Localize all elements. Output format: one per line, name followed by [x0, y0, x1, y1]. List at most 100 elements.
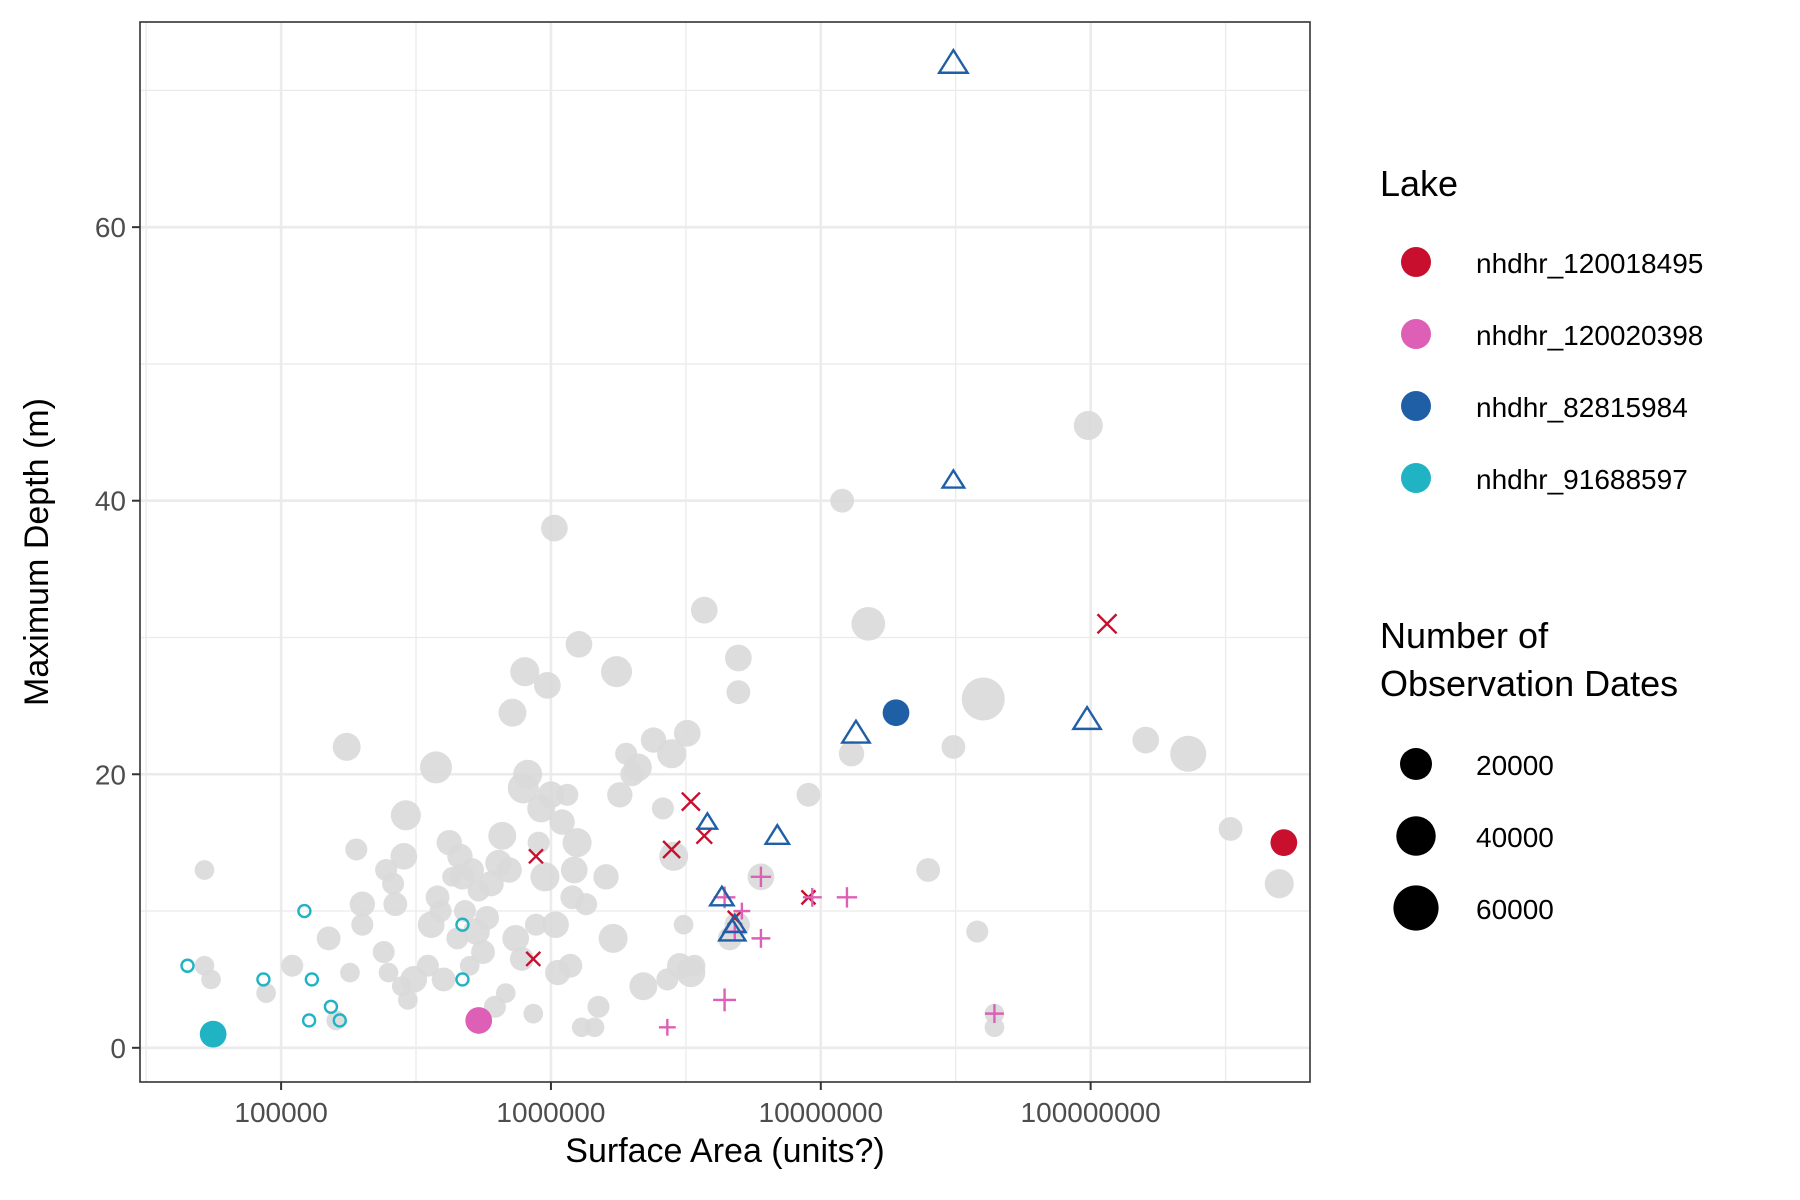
background-lake-point: [194, 860, 215, 880]
background-lake-point: [838, 741, 865, 767]
background-lake-point: [527, 831, 550, 854]
background-lake-point: [575, 893, 598, 916]
background-lake-point: [1132, 726, 1160, 754]
background-lake-point: [607, 782, 633, 808]
background-lake-point: [332, 732, 361, 761]
background-lake-point: [598, 923, 628, 953]
background-lake-point: [1264, 869, 1294, 899]
background-lake-point: [502, 925, 530, 952]
background-lake-point: [488, 821, 517, 850]
background-lake-point: [475, 905, 500, 930]
lake-point-circle: [323, 999, 339, 1014]
background-lake-point: [378, 962, 399, 983]
lake-point-cross: [528, 848, 544, 865]
background-lake-point: [498, 698, 527, 727]
x-tick-label: 1000000: [496, 1097, 605, 1128]
background-lake-point: [1170, 735, 1207, 772]
background-lake-point: [390, 842, 418, 870]
background-lake-point: [584, 1017, 605, 1038]
lake-point-circle: [297, 903, 312, 919]
background-lake-point: [673, 719, 701, 747]
background-lake-point: [416, 954, 439, 977]
background-lake-point: [725, 644, 752, 672]
x-axis-title: Surface Area (units?): [565, 1132, 884, 1170]
background-lake-point: [513, 759, 543, 789]
plot-panel: [140, 22, 1310, 1082]
background-lake-point: [351, 913, 374, 936]
legend-key-lake: [1401, 319, 1431, 349]
legend-key-size: [1400, 748, 1432, 780]
background-lake-point: [431, 967, 456, 992]
legend: Lake nhdhr_120018495 nhdhr_120020398 nhdhr_…: [1380, 163, 1703, 931]
background-lake-point: [419, 751, 452, 784]
background-lake-point: [349, 891, 376, 917]
legend-label-lake: nhdhr_91688597: [1476, 464, 1688, 495]
legend-label-lake: nhdhr_120020398: [1476, 320, 1703, 351]
background-lake-point: [460, 858, 484, 882]
background-lake-point: [340, 962, 360, 983]
background-lake-point: [558, 953, 583, 978]
lake-point-plus: [733, 902, 751, 920]
lake-point-plus: [802, 887, 822, 907]
background-lake-point: [429, 900, 452, 923]
background-lake-point: [556, 783, 579, 806]
background-lake-point: [690, 596, 718, 624]
background-lake-point: [796, 782, 821, 807]
background-lake-point: [372, 941, 395, 964]
background-lake-point: [201, 969, 221, 990]
lake-point-circle: [301, 1013, 317, 1028]
background-lake-point: [281, 954, 304, 977]
background-lake-point: [542, 911, 569, 939]
background-lake-point: [851, 606, 886, 641]
cross-stroke: [680, 791, 701, 812]
background-lake-point: [651, 797, 674, 820]
background-lake-point: [541, 514, 568, 542]
x-tick-label: 100000: [234, 1097, 327, 1128]
legend-key-lake: [1401, 247, 1431, 277]
background-lake-point: [496, 857, 522, 883]
background-lake-point: [600, 656, 633, 688]
background-lake-point: [941, 734, 966, 759]
background-lake-point: [830, 488, 855, 513]
legend-label-size: 20000: [1476, 750, 1554, 781]
legend-label-size: 40000: [1476, 822, 1554, 853]
lake-point-plus: [713, 988, 737, 1012]
background-lake-point: [673, 914, 694, 935]
lake-point-plus: [750, 866, 772, 888]
panel-border: [139, 21, 1311, 1083]
background-lake-point: [961, 677, 1005, 721]
background-lake-point: [398, 990, 418, 1010]
legend-title-size: Observation Dates: [1380, 663, 1678, 704]
background-lake-point: [1218, 817, 1243, 841]
legend-label-size: 60000: [1476, 894, 1554, 925]
lake-point-plus: [984, 1004, 1004, 1024]
background-lake-point: [509, 946, 534, 971]
background-lake-point: [549, 809, 575, 835]
lake-point-triangle: [1071, 704, 1103, 731]
background-lake-point: [524, 913, 547, 936]
highlight-point: [882, 699, 910, 727]
legend-label-lake: nhdhr_82815984: [1476, 392, 1688, 423]
lake-point-circle: [304, 972, 320, 987]
background-lake-point: [565, 630, 593, 658]
background-lake-point: [916, 858, 941, 882]
x-tick-label: 10000000: [759, 1097, 884, 1128]
background-lake-point: [478, 870, 504, 897]
lake-point-cross: [1096, 613, 1118, 635]
lake-point-plus: [836, 887, 858, 908]
background-lake-point: [256, 983, 276, 1003]
series-nhdhr_91688597: [180, 903, 470, 1048]
series-nhdhr_120018495: [525, 613, 1298, 967]
lake-point-cross: [695, 827, 713, 845]
lake-point-triangle: [717, 917, 748, 942]
series-nhdhr_82815984: [695, 47, 1103, 942]
axes: 0 20 40 60 100000 1000000 10000000 100000000 Sur…: [18, 21, 1311, 1170]
lake-point-plus: [751, 928, 771, 948]
lake-point-circle: [332, 1013, 347, 1028]
background-lake-point: [683, 954, 706, 977]
background-lake-point: [510, 657, 540, 687]
background-lake-point: [471, 940, 495, 964]
background-lake-point: [587, 995, 610, 1018]
background-lake-point: [984, 1017, 1005, 1038]
